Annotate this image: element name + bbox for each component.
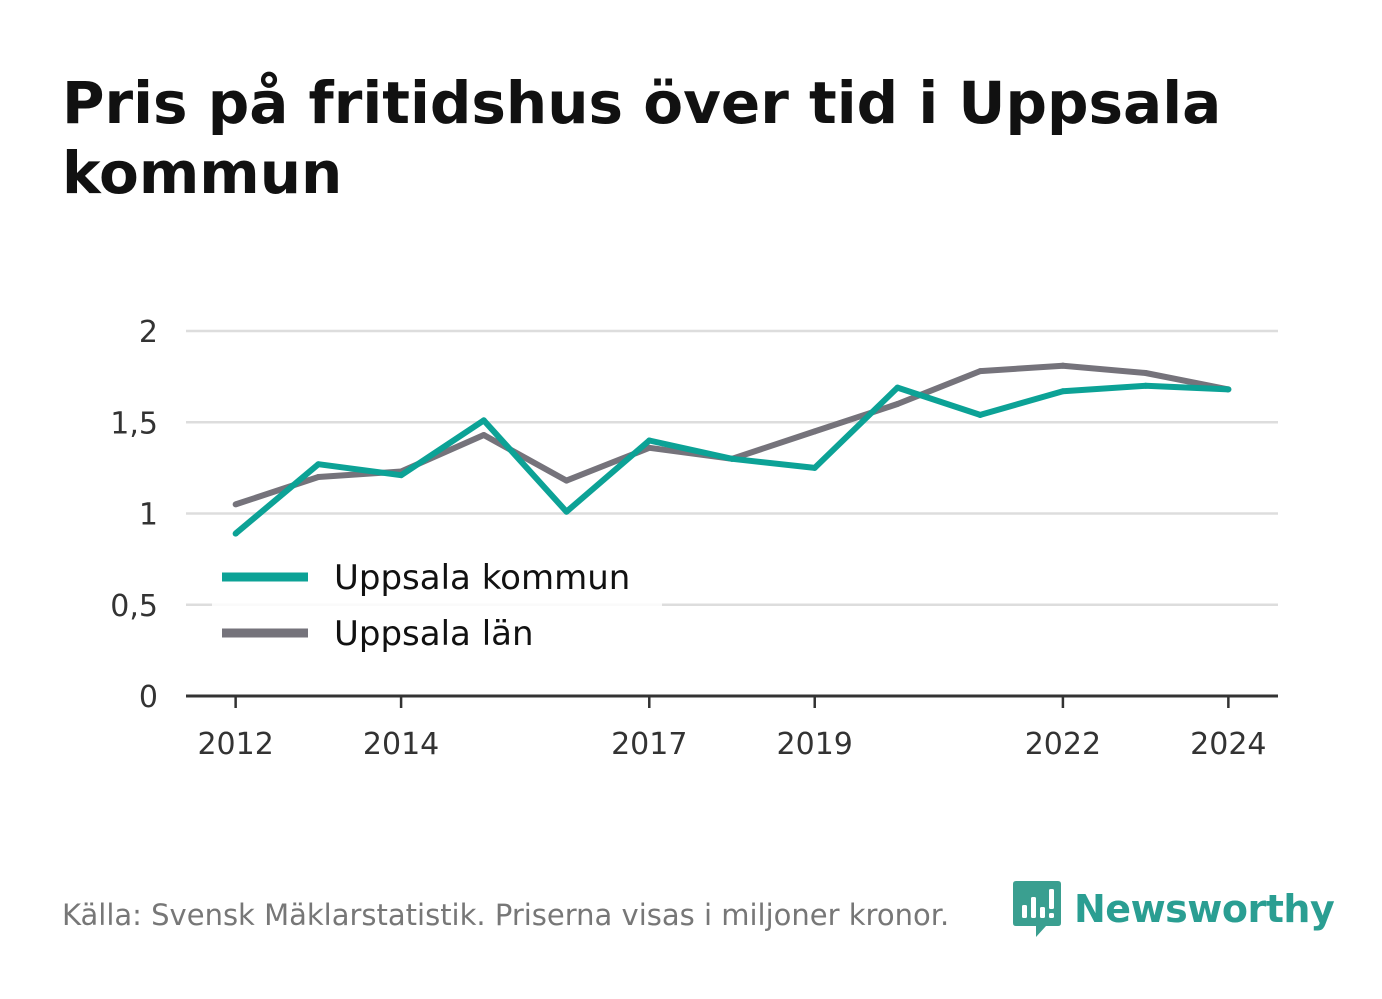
- x-tick-label: 2022: [1025, 727, 1101, 762]
- y-tick-label: 0,5: [110, 589, 158, 624]
- data-point: [729, 455, 735, 462]
- data-point: [398, 472, 405, 479]
- legend-label: Uppsala kommun: [334, 558, 630, 598]
- data-point: [894, 384, 901, 391]
- data-point: [232, 530, 239, 537]
- data-point: [1225, 386, 1232, 393]
- data-point: [646, 444, 653, 451]
- data-point: [811, 428, 818, 435]
- x-tick-label: 2014: [363, 727, 439, 762]
- data-point: [977, 411, 984, 418]
- x-tick-label: 2024: [1190, 727, 1266, 762]
- legend-background: [212, 548, 662, 658]
- source-note: Källa: Svensk Mäklarstatistik. Priserna …: [62, 898, 950, 932]
- line-chart: 0 0,5 1 1,5 2 2012 2014 2017 2019 2022 2024 Uppsa…: [110, 315, 1278, 762]
- x-tick-label: 2012: [197, 727, 273, 762]
- data-point: [646, 437, 653, 444]
- data-point: [563, 477, 570, 484]
- y-tick-label: 1,5: [110, 406, 158, 441]
- x-axis-ticks: 2012 2014 2017 2019 2022 2024: [197, 696, 1267, 762]
- data-point: [894, 401, 901, 407]
- grid-lines: [186, 329, 1278, 698]
- legend-label: Uppsala län: [334, 614, 534, 654]
- y-tick-label: 1: [139, 498, 158, 533]
- brand-name: Newsworthy: [1074, 887, 1335, 931]
- newsworthy-logo: Newsworthy: [1012, 878, 1335, 940]
- y-axis-ticks: 0 0,5 1 1,5 2: [110, 315, 158, 715]
- legend: Uppsala kommun Uppsala län: [212, 548, 662, 658]
- data-point: [1142, 369, 1149, 376]
- x-tick-label: 2017: [611, 727, 687, 762]
- data-point: [563, 508, 570, 515]
- chart-title: Pris på fritidshus över tid i Uppsala ko…: [62, 69, 1222, 207]
- data-point: [232, 501, 239, 508]
- data-point: [1059, 388, 1066, 395]
- data-point: [315, 461, 322, 468]
- y-tick-label: 2: [139, 315, 158, 350]
- data-point: [315, 474, 322, 480]
- data-point: [977, 368, 984, 375]
- data-point: [1142, 382, 1149, 389]
- series-lines: [232, 362, 1232, 537]
- data-point: [1059, 362, 1066, 369]
- data-point: [480, 432, 487, 439]
- y-tick-label: 0: [139, 680, 158, 715]
- series-line-uppsala-lan: [234, 362, 1229, 508]
- newsworthy-logo-icon: [1013, 881, 1061, 937]
- data-point: [480, 417, 487, 424]
- data-point: [811, 464, 818, 471]
- x-tick-label: 2019: [777, 727, 853, 762]
